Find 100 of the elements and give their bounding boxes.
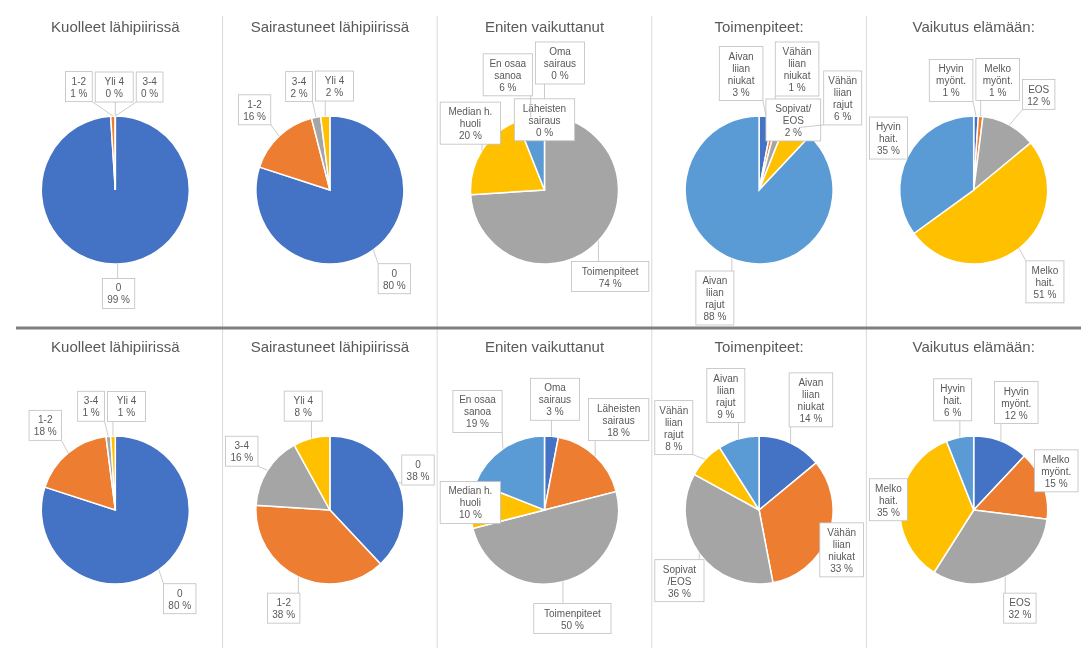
- slice-label: Aivan liian rajut: [702, 275, 728, 310]
- data-label: 12 %: [1004, 409, 1028, 421]
- data-label: 14 %: [799, 412, 823, 424]
- slice-label: Melko hait.: [875, 482, 903, 506]
- data-label: 9 %: [717, 408, 735, 420]
- slice-label: Melko myönt.: [982, 62, 1013, 86]
- slice-label: Yli 4: [324, 75, 345, 87]
- text: 0 %: [141, 88, 159, 99]
- slice-label: En osaa sanoa: [459, 394, 497, 418]
- data-label: 1 %: [942, 87, 960, 99]
- data-label: 1 %: [117, 407, 136, 419]
- data-label: 18 %: [33, 426, 57, 438]
- slice-label: Vähän liian rajut: [828, 74, 858, 110]
- slice-label: Hyvin hait.: [940, 382, 966, 406]
- data-label: 38 %: [272, 609, 296, 621]
- data-label: 6 %: [499, 81, 517, 93]
- slice-label: 1-2: [71, 75, 87, 87]
- slice-label: Vähän liian rajut: [659, 404, 689, 440]
- slice-label: Melko hait.: [1031, 264, 1059, 288]
- slice-label: Yli 4: [116, 395, 137, 407]
- slice-label: EOS: [1009, 597, 1031, 609]
- text: 0 %: [105, 88, 123, 99]
- slice-label: Toimenpiteet: [581, 265, 639, 277]
- data-label: 80 %: [168, 599, 192, 611]
- slice-label: Läheisten sairaus: [596, 402, 641, 426]
- data-label: 32 %: [1008, 609, 1032, 621]
- slice-label: 0: [415, 459, 422, 471]
- category-label: Läheisten sairaus: [522, 102, 567, 126]
- data-label: 50 %: [560, 619, 584, 631]
- category-label: Oma sairaus: [543, 46, 577, 69]
- data-label: 2 %: [325, 87, 344, 99]
- data-label: 2 %: [784, 127, 803, 138]
- data-label: 1 %: [788, 82, 806, 93]
- chart-title: Kuolleet lähipiirissä: [51, 18, 181, 35]
- data-label: 38 %: [406, 471, 430, 483]
- slice-label: Vähän liian niukat: [827, 526, 857, 562]
- slice-label: 1-2: [247, 98, 263, 110]
- slice-label: Median h. huoli: [448, 485, 493, 509]
- data-label: 2 %: [290, 87, 308, 99]
- data-label: 12 %: [1027, 95, 1051, 107]
- slice-label: 3-4: [291, 75, 307, 87]
- data-label: 19 %: [466, 418, 489, 430]
- slice-label: Melko myönt.: [1041, 453, 1072, 477]
- slice-label: Sopivat /EOS: [662, 563, 697, 587]
- slice-label: Sopivat/ EOS: [775, 103, 812, 126]
- slice-label: Aivan liian niukat: [727, 50, 755, 86]
- chart-title: Kuolleet lähipiirissä: [51, 338, 181, 355]
- pie-slice: [40, 115, 191, 265]
- slice-label: 0: [115, 282, 122, 294]
- slice-label: Vähän liian niukat: [782, 46, 812, 81]
- data-label: 74 %: [598, 277, 622, 289]
- data-label: 99 %: [107, 294, 131, 306]
- slice-label: 0: [391, 267, 398, 279]
- text: 0 %: [551, 70, 569, 81]
- data-label: 8 %: [294, 407, 312, 419]
- text: 0 %: [535, 126, 554, 138]
- data-label: 18 %: [607, 426, 631, 438]
- data-label: 3 %: [732, 86, 750, 98]
- data-label: 20 %: [459, 130, 482, 142]
- pie-slice: [40, 435, 191, 585]
- slice-label: EOS: [1028, 83, 1050, 95]
- slice-label: Yli 4: [293, 395, 314, 407]
- slice-label: Toimenpiteet: [544, 607, 601, 619]
- chart-title: Vaikutus elämään:: [912, 338, 1035, 355]
- data-label: 1 %: [989, 86, 1007, 98]
- data-label: 16 %: [230, 452, 254, 464]
- chart-title: Toimenpiteet:: [714, 18, 804, 35]
- slice-label: En osaa sanoa: [489, 57, 527, 81]
- category-label: 3-4: [142, 76, 157, 87]
- data-label: 1 %: [70, 87, 88, 99]
- chart-title: Sairastuneet lähipiirissä: [250, 18, 410, 35]
- slice-label: 1-2: [276, 597, 292, 609]
- slice-label: 3-4: [83, 395, 99, 407]
- chart-title: Eniten vaikuttanut: [484, 18, 605, 35]
- slice-label: Aivan liian niukat: [797, 376, 825, 412]
- data-label: 10 %: [459, 509, 482, 521]
- chart-title: Toimenpiteet:: [714, 338, 804, 355]
- data-label: 16 %: [243, 110, 267, 122]
- chart-title: Sairastuneet lähipiirissä: [250, 338, 410, 355]
- slice-label: Hyvin hait.: [875, 121, 901, 145]
- slice-label: 3-4: [234, 440, 250, 452]
- data-label: 15 %: [1044, 477, 1068, 489]
- slice-label: 0: [176, 587, 183, 599]
- category-label: Yli 4: [104, 76, 124, 87]
- slice-label: Aivan liian rajut: [713, 372, 739, 408]
- slice-label: Median h. huoli: [448, 106, 493, 130]
- data-label: 33 %: [830, 562, 854, 574]
- chart-title: Eniten vaikuttanut: [484, 338, 605, 355]
- slice-label: Hyvin myönt.: [936, 63, 967, 87]
- data-label: 6 %: [944, 406, 962, 418]
- data-label: 36 %: [668, 587, 691, 599]
- data-label: 35 %: [877, 506, 900, 518]
- data-label: 1 %: [82, 407, 100, 419]
- data-label: 88 %: [703, 311, 727, 322]
- slice-label: 1-2: [38, 414, 53, 426]
- data-label: 80 %: [382, 279, 406, 291]
- data-label: 6 %: [834, 110, 852, 122]
- data-label: 3 %: [546, 406, 564, 418]
- data-label: 8 %: [665, 440, 683, 452]
- data-label: 51 %: [1033, 288, 1057, 300]
